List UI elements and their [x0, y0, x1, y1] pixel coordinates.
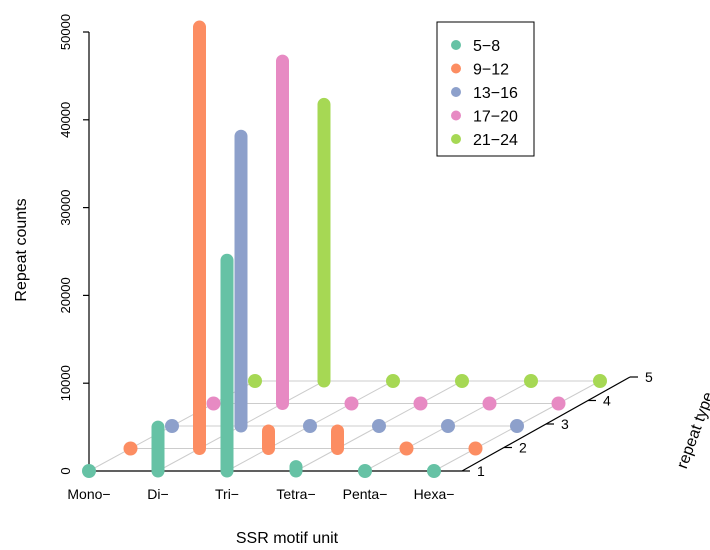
- x-tick-label: Penta−: [343, 486, 388, 502]
- legend-label: 17−20: [473, 109, 518, 126]
- data-point: [123, 441, 138, 456]
- depth-tick-label: 1: [477, 463, 485, 479]
- y-tick-label: 0: [58, 467, 73, 474]
- legend-label: 21−24: [473, 132, 518, 149]
- y-axis-title: Repeat counts: [13, 198, 30, 301]
- data-point: [206, 396, 221, 411]
- data-point: [593, 374, 607, 388]
- y-tick-label: 20000: [58, 277, 73, 313]
- legend-label: 13−16: [473, 85, 518, 102]
- data-point: [482, 396, 497, 411]
- data-point: [344, 396, 359, 411]
- legend-label: 9−12: [473, 62, 509, 79]
- y-tick-label: 50000: [58, 14, 73, 50]
- y-tick-label: 10000: [58, 365, 73, 401]
- z-axis-title: repeat type: [674, 390, 710, 471]
- data-point: [510, 419, 524, 433]
- depth-tick-label: 2: [519, 440, 527, 456]
- depth-tick-label: 3: [561, 416, 569, 432]
- axes: [83, 31, 638, 477]
- data-point: [524, 374, 538, 388]
- y-tick-label: 40000: [58, 102, 73, 138]
- x-tick-label: Di−: [147, 486, 168, 502]
- data-point: [82, 464, 96, 478]
- data-point: [413, 396, 428, 411]
- data-point: [386, 374, 400, 388]
- data-point: [455, 374, 469, 388]
- legend: 5−8 9−12 13−16 17−20 21−24: [436, 21, 535, 157]
- data-point: [248, 374, 262, 388]
- legend-swatch: [451, 40, 461, 50]
- x-axis-title: SSR motif unit: [236, 530, 339, 547]
- x-tick-label: Hexa−: [414, 486, 455, 502]
- x-tick-label: Mono−: [67, 486, 110, 502]
- y-tick-label: 30000: [58, 190, 73, 226]
- x-tick-label: Tetra−: [276, 486, 315, 502]
- data-point: [165, 419, 179, 433]
- data-marks: [82, 20, 607, 478]
- data-point: [441, 419, 455, 433]
- data-point: [399, 441, 414, 456]
- legend-swatch: [451, 87, 461, 97]
- data-point: [303, 419, 317, 433]
- depth-tick-label: 4: [603, 393, 611, 409]
- depth-tick-label: 5: [645, 369, 653, 385]
- data-point: [427, 464, 441, 478]
- data-point: [358, 464, 372, 478]
- data-point: [468, 441, 483, 456]
- legend-label: 5−8: [473, 38, 500, 55]
- legend-swatch: [451, 110, 461, 121]
- legend-swatch: [451, 63, 461, 74]
- legend-swatch: [451, 134, 461, 144]
- data-point: [372, 419, 386, 433]
- data-point: [551, 396, 566, 411]
- x-tick-label: Tri−: [215, 486, 239, 502]
